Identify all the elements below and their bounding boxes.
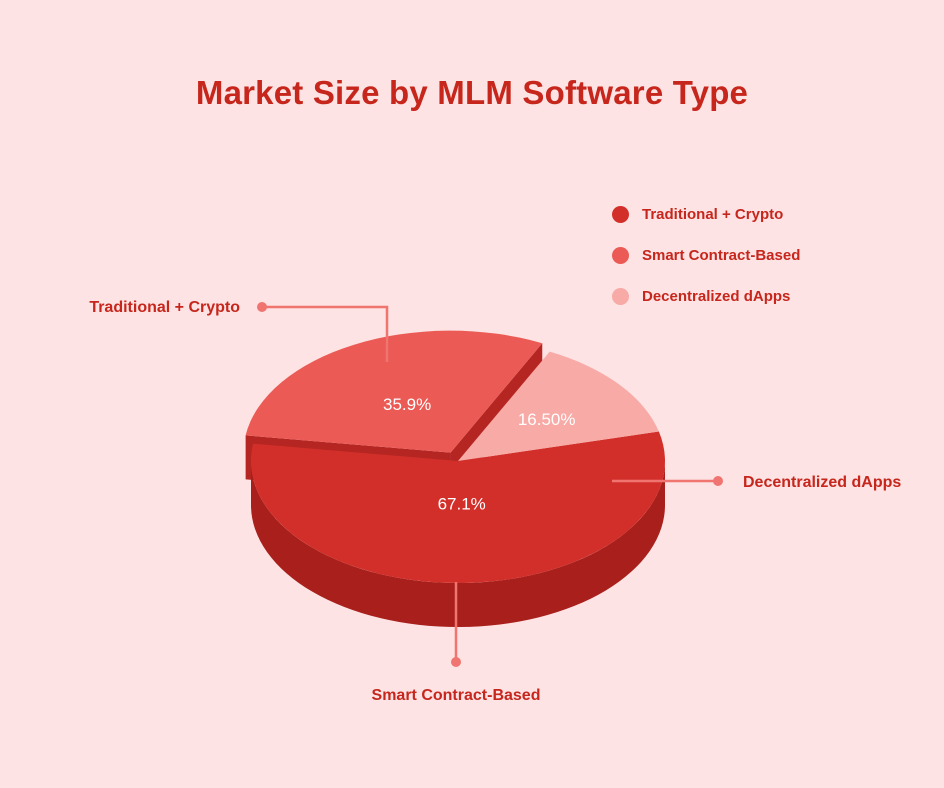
pie-slice-smart-contract-based [245,330,543,453]
legend-item-smart-contract: Smart Contract-Based [612,235,800,276]
callout-dot-traditional-crypto [257,302,267,312]
pie-slice-decentralized-dapps [458,351,659,461]
legend-swatch-decentralized-dapps [612,288,629,305]
legend-label-traditional-crypto: Traditional + Crypto [642,206,784,223]
legend: Traditional + Crypto Smart Contract-Base… [612,194,800,317]
legend-label-decentralized-dapps: Decentralized dApps [642,288,791,305]
legend-swatch-traditional-crypto [612,206,629,223]
pie-slice-traditional-crypto [251,431,665,583]
value-label-smart-contract-based: 35.9% [383,395,431,414]
legend-item-decentralized-dapps: Decentralized dApps [612,276,800,317]
pie-side-traditional-crypto [251,459,665,628]
chart-title: Market Size by MLM Software Type [195,74,749,111]
callout-line-traditional-crypto [262,305,389,362]
callout-label-smart-contract-based: Smart Contract-Based [372,687,541,704]
legend-label-smart-contract: Smart Contract-Based [642,247,801,264]
callout-label-decentralized-dapps: Decentralized dApps [743,474,901,491]
legend-swatch-smart-contract [612,247,629,264]
value-label-traditional-crypto: 67.1% [438,495,486,514]
callout-dot-smart-contract-based [451,657,461,667]
callout-dot-decentralized-dapps [713,476,723,486]
value-label-decentralized-dapps: 16.50% [518,410,576,429]
legend-item-traditional-crypto: Traditional + Crypto [612,194,800,235]
callout-label-traditional-crypto: Traditional + Crypto [89,299,240,316]
